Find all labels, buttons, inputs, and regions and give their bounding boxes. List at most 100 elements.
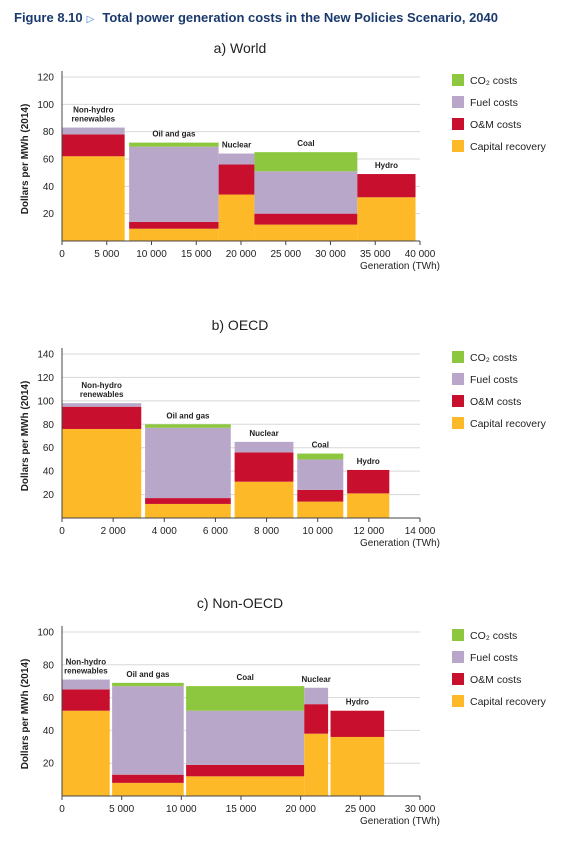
bar-segment-om [254,213,358,225]
bar-segment-om [330,710,385,737]
legend-entry-capital: Capital recovery [470,141,547,153]
bar-segment-om [186,764,305,777]
legend-entry-fuel: Fuel costs [470,652,518,664]
bar-segment-fuel [62,679,110,690]
bar-label: Oil and gas [166,411,210,420]
figure-title-text: Total power generation costs in the New … [102,10,498,25]
x-tick-label: 0 [59,249,65,260]
bar-oil-and-gas: Oil and gas [129,130,219,241]
bar-segment-capital [112,782,184,796]
bar-segment-om [62,689,110,711]
x-tick-label: 5 000 [109,804,134,815]
legend-entry-fuel: Fuel costs [470,374,518,386]
legend-swatch-co2 [452,351,464,363]
x-tick-label: 40 000 [405,249,436,260]
bar-hydro: Hydro [357,161,416,241]
x-tick-label: 15 000 [226,804,257,815]
bar-segment-om [347,469,390,494]
bar-segment-capital [145,503,231,518]
x-tick-label: 8 000 [254,526,279,537]
bar-label: Nuclear [222,141,251,150]
bar-label: Non-hydro [66,658,107,667]
legend-entry-co2: CO₂ costs [470,75,517,87]
bar-segment-fuel [304,687,329,705]
play-arrow-icon: ▷ [86,14,95,25]
y-tick-label: 40 [43,726,55,737]
bar-label: Coal [297,139,314,148]
bar-segment-fuel [186,710,305,765]
bar-segment-om [129,221,219,229]
y-tick-label: 120 [37,73,54,84]
bar-segment-om [145,498,231,504]
bar-label: renewables [64,667,108,676]
legend-entry-capital: Capital recovery [470,696,547,708]
y-tick-label: 60 [43,443,55,454]
y-tick-label: 20 [43,490,55,501]
y-tick-label: 140 [37,350,54,361]
y-tick-label: 20 [43,759,55,770]
x-tick-label: 0 [59,804,65,815]
legend-entry-fuel: Fuel costs [470,97,518,109]
bar-segment-capital [347,493,390,518]
bar-label: Coal [312,441,329,450]
legend-entry-om: O&M costs [470,674,521,686]
chart-oecd: b) OECD 20 40 60 80 100 120 140 Dollars per MWh … [20,317,547,549]
bar-segment-co2 [145,424,231,428]
bar-label: renewables [80,390,124,399]
x-tick-label: 5 000 [94,249,119,260]
legend-entry-co2: CO₂ costs [470,352,517,364]
x-tick-label: 4 000 [152,526,177,537]
bar-segment-capital [129,228,219,241]
legend-swatch-capital [452,695,464,707]
bar-segment-om [62,406,142,429]
y-tick-label: 80 [43,127,55,138]
y-tick-label: 40 [43,467,55,478]
x-tick-label: 35 000 [360,249,391,260]
bar-segment-capital [304,733,329,796]
bar-segment-om [112,774,184,783]
legend-swatch-capital [452,140,464,152]
bar-segment-om [218,164,255,195]
x-tick-label: 10 000 [302,526,333,537]
bar-segment-om [304,704,329,734]
bar-segment-om [297,489,344,502]
y-tick-label: 100 [37,100,54,111]
legend-swatch-om [452,673,464,685]
legend-entry-om: O&M costs [470,119,521,131]
y-tick-label: 20 [43,209,55,220]
bar-segment-fuel [112,686,184,775]
figure-number: Figure 8.10 [14,10,83,25]
bar-nuclear: Nuclear [234,429,294,518]
legend-swatch-capital [452,417,464,429]
bar-segment-capital [218,194,255,241]
bar-oil-and-gas: Oil and gas [145,411,231,518]
bar-segment-fuel [297,459,344,490]
bar-segment-fuel [62,127,125,135]
y-tick-label: 60 [43,693,55,704]
legend-swatch-co2 [452,74,464,86]
bar-label: Nuclear [302,675,331,684]
bar-segment-capital [62,428,142,518]
bar-segment-fuel [62,403,142,407]
chart-subtitle: b) OECD [212,317,269,333]
legend-entry-co2: CO₂ costs [470,630,517,642]
bar-segment-capital [62,710,110,796]
legend-swatch-om [452,395,464,407]
y-tick-label: 40 [43,182,55,193]
x-tick-label: 15 000 [181,249,212,260]
x-tick-label: 10 000 [166,804,197,815]
x-tick-label: 2 000 [101,526,126,537]
y-axis-label: Dollars per MWh (2014) [20,659,31,770]
y-axis-label: Dollars per MWh (2014) [20,381,31,492]
bar-label: Coal [237,673,254,682]
x-tick-label: 20 000 [226,249,257,260]
bar-segment-fuel [234,441,294,453]
bar-segment-co2 [112,682,184,687]
bar-segment-co2 [186,686,305,711]
legend-swatch-om [452,118,464,130]
bar-label: Non-hydro [81,381,122,390]
bar-segment-fuel [218,153,255,165]
